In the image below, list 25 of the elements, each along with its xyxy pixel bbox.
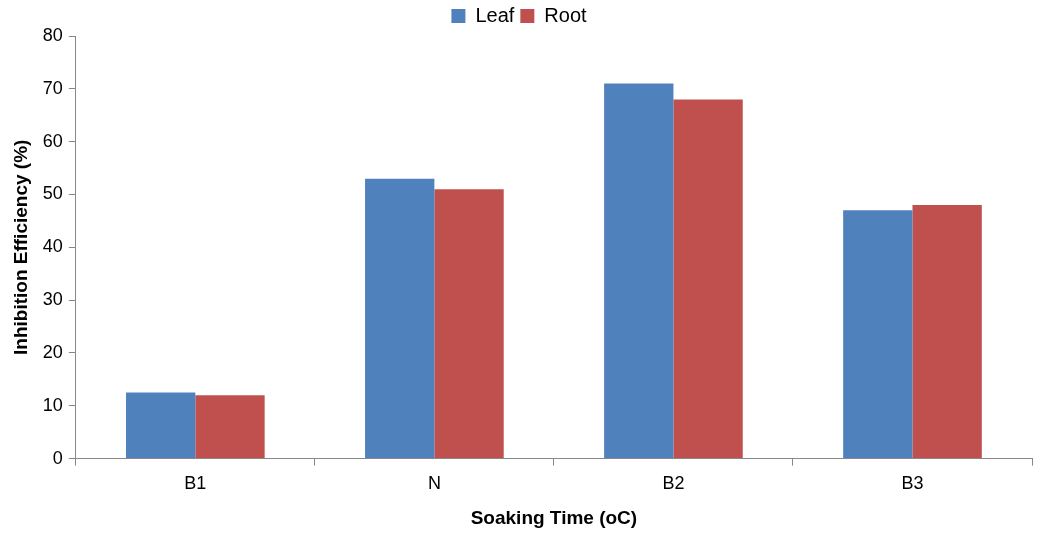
bar	[126, 392, 196, 459]
bar	[912, 205, 982, 459]
x-axis-title: Soaking Time (oC)	[470, 506, 638, 528]
bar	[365, 178, 435, 459]
x-tick-label: B2	[662, 473, 685, 494]
y-tick-label: 70	[42, 77, 63, 98]
bar	[434, 189, 504, 459]
y-tick-label: 40	[42, 236, 63, 257]
bar	[843, 210, 913, 459]
y-tick-label: 20	[42, 341, 63, 362]
y-tick-label: 60	[42, 130, 63, 151]
x-tick-label: B1	[184, 473, 207, 494]
legend-label: Leaf	[475, 3, 515, 26]
y-tick-label: 0	[52, 447, 63, 468]
bar	[604, 83, 674, 459]
y-tick-label: 30	[42, 289, 63, 310]
y-tick-label: 80	[42, 24, 63, 45]
x-tick-label: N	[427, 473, 441, 494]
bar	[195, 395, 265, 459]
y-axis-title: Inhibition Efficiency (%)	[9, 139, 31, 355]
y-tick-label: 10	[42, 394, 63, 415]
bar	[673, 99, 743, 459]
y-tick-label: 50	[42, 183, 63, 204]
legend-label: Root	[544, 3, 588, 26]
x-tick-label: B3	[901, 473, 924, 494]
